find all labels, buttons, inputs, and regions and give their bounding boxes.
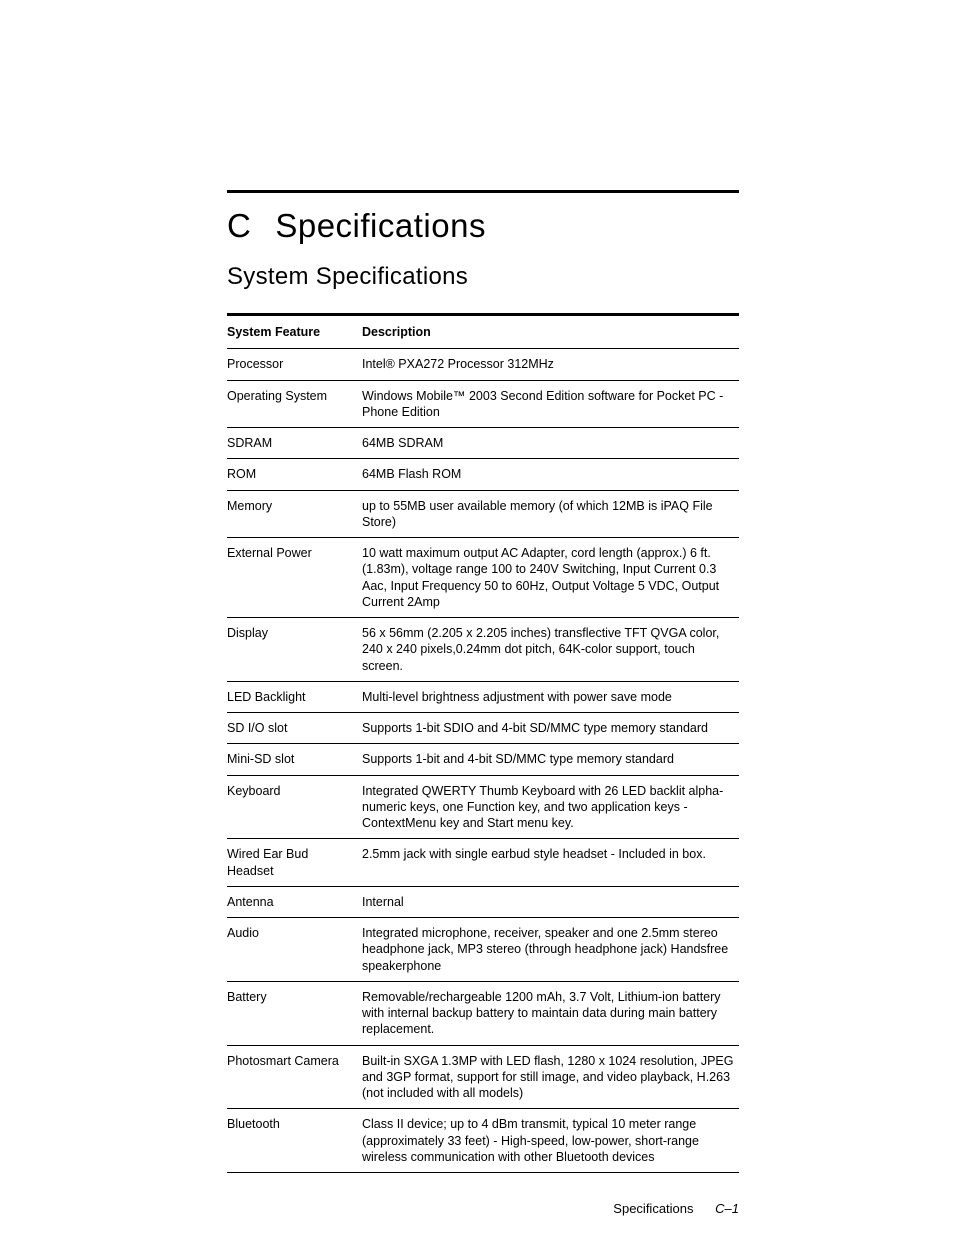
description-cell: Windows Mobile™ 2003 Second Edition soft…	[362, 380, 739, 428]
table-row: Wired Ear Bud Headset2.5mm jack with sin…	[227, 839, 739, 887]
table-row: BluetoothClass II device; up to 4 dBm tr…	[227, 1109, 739, 1173]
description-cell: Class II device; up to 4 dBm transmit, t…	[362, 1109, 739, 1173]
table-row: AntennaInternal	[227, 886, 739, 917]
spec-table: System Feature Description ProcessorInte…	[227, 313, 739, 1173]
feature-cell: Wired Ear Bud Headset	[227, 839, 362, 887]
feature-cell: Audio	[227, 918, 362, 982]
header-feature: System Feature	[227, 315, 362, 349]
feature-cell: Bluetooth	[227, 1109, 362, 1173]
description-cell: up to 55MB user available memory (of whi…	[362, 490, 739, 538]
description-cell: 56 x 56mm (2.205 x 2.205 inches) transfl…	[362, 618, 739, 682]
page-footer: Specifications C–1	[227, 1173, 739, 1216]
table-row: KeyboardIntegrated QWERTY Thumb Keyboard…	[227, 775, 739, 839]
description-cell: 64MB Flash ROM	[362, 459, 739, 490]
table-row: Memoryup to 55MB user available memory (…	[227, 490, 739, 538]
table-row: BatteryRemovable/rechargeable 1200 mAh, …	[227, 981, 739, 1045]
table-row: Display56 x 56mm (2.205 x 2.205 inches) …	[227, 618, 739, 682]
description-cell: 2.5mm jack with single earbud style head…	[362, 839, 739, 887]
description-cell: 10 watt maximum output AC Adapter, cord …	[362, 538, 739, 618]
feature-cell: ROM	[227, 459, 362, 490]
section-title: System Specifications	[227, 263, 739, 291]
description-cell: Supports 1-bit SDIO and 4-bit SD/MMC typ…	[362, 713, 739, 744]
description-cell: Built-in SXGA 1.3MP with LED flash, 1280…	[362, 1045, 739, 1109]
feature-cell: Photosmart Camera	[227, 1045, 362, 1109]
feature-cell: Keyboard	[227, 775, 362, 839]
feature-cell: SD I/O slot	[227, 713, 362, 744]
chapter-title: C Specifications	[227, 207, 739, 245]
description-cell: 64MB SDRAM	[362, 428, 739, 459]
feature-cell: LED Backlight	[227, 681, 362, 712]
table-header-row: System Feature Description	[227, 315, 739, 349]
spec-table-body: ProcessorIntel® PXA272 Processor 312MHzO…	[227, 349, 739, 1173]
table-row: SDRAM64MB SDRAM	[227, 428, 739, 459]
page: C Specifications System Specifications Sy…	[0, 0, 954, 1235]
feature-cell: Display	[227, 618, 362, 682]
description-cell: Intel® PXA272 Processor 312MHz	[362, 349, 739, 380]
feature-cell: SDRAM	[227, 428, 362, 459]
table-row: Mini-SD slotSupports 1-bit and 4-bit SD/…	[227, 744, 739, 775]
feature-cell: External Power	[227, 538, 362, 618]
feature-cell: Mini-SD slot	[227, 744, 362, 775]
description-cell: Internal	[362, 886, 739, 917]
table-row: Photosmart CameraBuilt-in SXGA 1.3MP wit…	[227, 1045, 739, 1109]
footer-section-name: Specifications	[613, 1201, 693, 1216]
table-row: AudioIntegrated microphone, receiver, sp…	[227, 918, 739, 982]
table-row: ProcessorIntel® PXA272 Processor 312MHz	[227, 349, 739, 380]
description-cell: Multi-level brightness adjustment with p…	[362, 681, 739, 712]
table-row: ROM64MB Flash ROM	[227, 459, 739, 490]
description-cell: Integrated QWERTY Thumb Keyboard with 26…	[362, 775, 739, 839]
table-row: LED BacklightMulti-level brightness adju…	[227, 681, 739, 712]
feature-cell: Operating System	[227, 380, 362, 428]
table-row: SD I/O slotSupports 1-bit SDIO and 4-bit…	[227, 713, 739, 744]
table-row: Operating SystemWindows Mobile™ 2003 Sec…	[227, 380, 739, 428]
description-cell: Integrated microphone, receiver, speaker…	[362, 918, 739, 982]
feature-cell: Battery	[227, 981, 362, 1045]
description-cell: Supports 1-bit and 4-bit SD/MMC type mem…	[362, 744, 739, 775]
chapter-name: Specifications	[275, 207, 486, 244]
header-description: Description	[362, 315, 739, 349]
table-row: External Power10 watt maximum output AC …	[227, 538, 739, 618]
feature-cell: Memory	[227, 490, 362, 538]
feature-cell: Antenna	[227, 886, 362, 917]
top-rule	[227, 190, 739, 193]
footer-page-number: C–1	[715, 1201, 739, 1216]
description-cell: Removable/rechargeable 1200 mAh, 3.7 Vol…	[362, 981, 739, 1045]
feature-cell: Processor	[227, 349, 362, 380]
chapter-letter: C	[227, 207, 251, 245]
